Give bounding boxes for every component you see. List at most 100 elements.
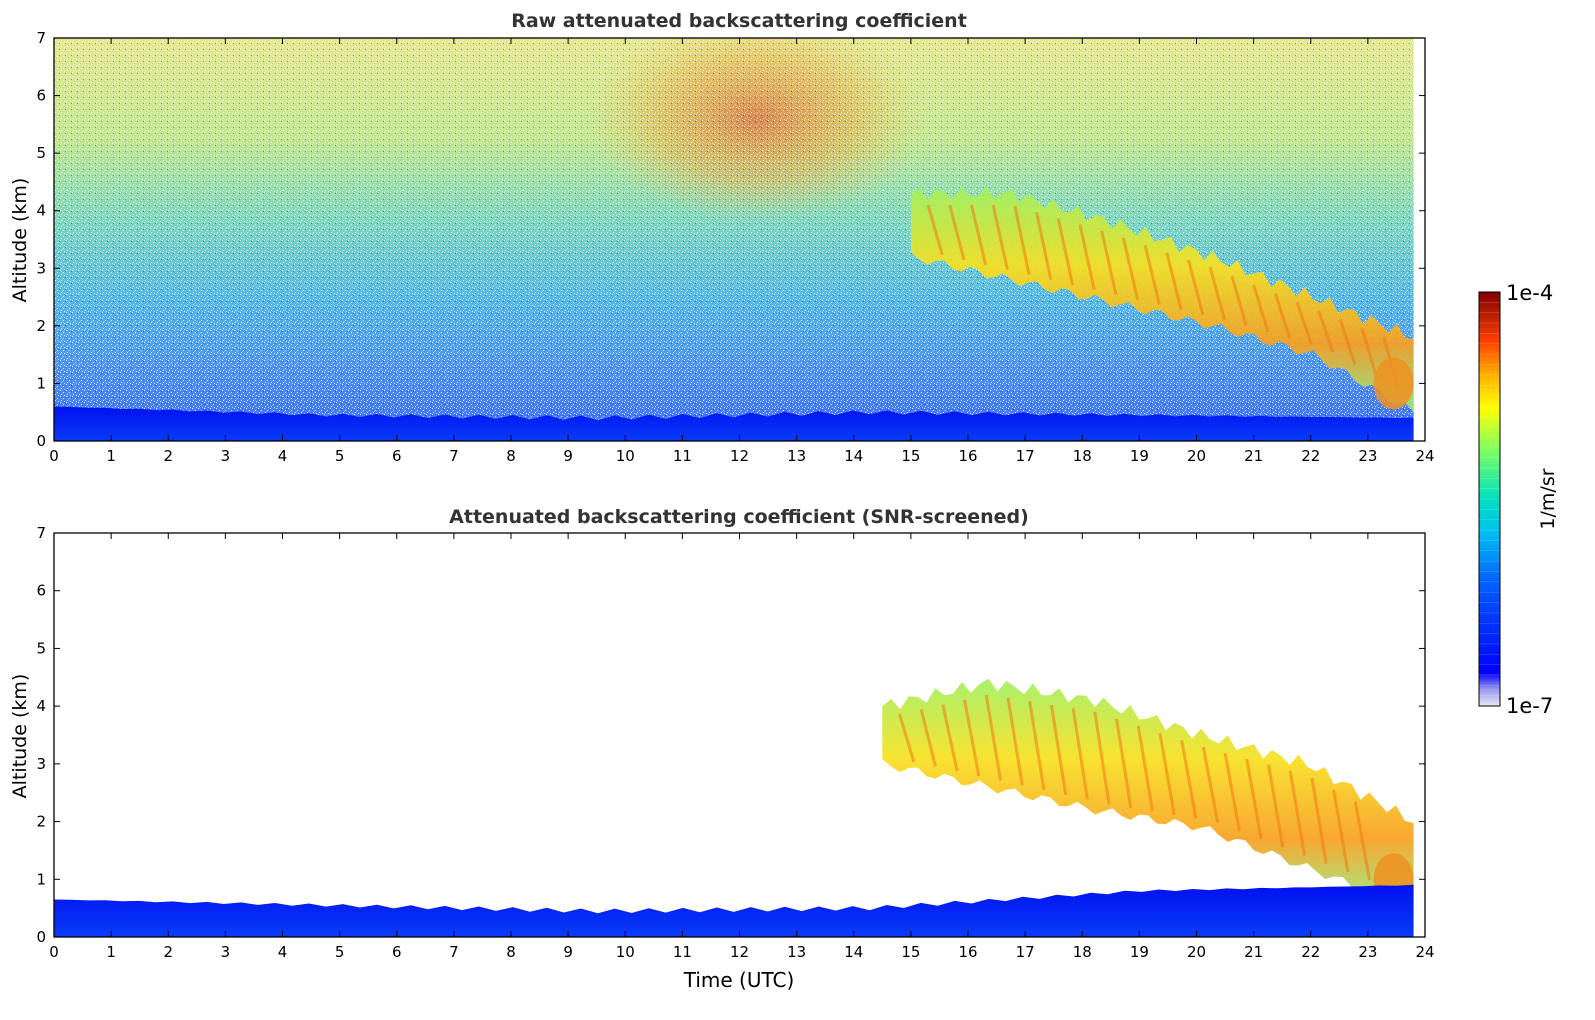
layer-streak — [984, 694, 1003, 781]
layer-streak — [1158, 732, 1176, 816]
y-tick-label: 5 — [36, 639, 46, 657]
bottom-plot-frame — [53, 532, 1426, 938]
layer-streak — [1165, 252, 1183, 310]
layer-streak — [926, 204, 944, 256]
x-tick-label: 22 — [1301, 943, 1320, 961]
x-tick-label: 15 — [901, 943, 920, 961]
layer-streak — [969, 204, 988, 266]
layer-streak — [941, 704, 959, 772]
layer-streak — [1056, 218, 1075, 286]
x-tick-label: 8 — [506, 447, 516, 465]
top-y-axis-label: Altitude (km) — [9, 178, 31, 303]
x-tick-label: 10 — [616, 943, 635, 961]
x-tick-label: 9 — [563, 447, 573, 465]
layer-streak — [1266, 764, 1285, 848]
y-tick-label: 1 — [36, 374, 46, 392]
colorbar-max-label: 1e-4 — [1506, 281, 1553, 305]
y-tick-label: 0 — [36, 928, 46, 946]
y-tick-label: 6 — [36, 582, 46, 600]
layer-streak — [991, 204, 1009, 271]
x-tick-label: 11 — [673, 447, 692, 465]
y-tick-label: 7 — [36, 29, 46, 47]
layer-streak — [1115, 718, 1133, 809]
x-tick-label: 7 — [449, 943, 459, 961]
x-tick-label: 4 — [278, 447, 288, 465]
x-tick-label: 6 — [392, 943, 402, 961]
y-tick-label: 3 — [36, 755, 46, 773]
layer-streak — [1143, 244, 1161, 306]
x-tick-label: 13 — [787, 943, 806, 961]
x-tick-label: 13 — [787, 447, 806, 465]
y-tick-label: 4 — [36, 697, 46, 715]
layer-streak — [1310, 777, 1328, 864]
layer-streak — [1136, 725, 1154, 812]
x-tick-label: 10 — [616, 447, 635, 465]
x-tick-label: 17 — [1016, 943, 1035, 961]
layer-streak — [1223, 752, 1241, 831]
layer-streak — [1093, 711, 1111, 805]
layer-streak — [1049, 704, 1068, 796]
layer-streak — [1360, 327, 1378, 378]
x-tick-label: 18 — [1073, 447, 1092, 465]
x-tick-label: 5 — [335, 447, 345, 465]
x-tick-label: 16 — [958, 447, 977, 465]
boundary-layer — [54, 884, 1414, 937]
layer-streak — [1273, 293, 1292, 339]
x-tick-label: 19 — [1130, 447, 1149, 465]
bottom-plot-area — [54, 678, 1414, 937]
boundary-layer — [54, 406, 1414, 441]
x-tick-label: 22 — [1301, 447, 1320, 465]
descending-layer — [910, 186, 1414, 412]
x-tick-label: 5 — [335, 943, 345, 961]
x-tick-label: 24 — [1415, 447, 1434, 465]
x-tick-label: 19 — [1130, 943, 1149, 961]
top-chart-title: Raw attenuated backscattering coefficien… — [511, 10, 967, 32]
layer-streak — [963, 699, 981, 777]
x-tick-label: 11 — [673, 943, 692, 961]
layer-streak — [1353, 801, 1372, 881]
x-tick-label: 17 — [1016, 447, 1035, 465]
x-tick-label: 2 — [163, 447, 173, 465]
x-tick-label: 12 — [730, 447, 749, 465]
x-tick-label: 3 — [221, 943, 231, 961]
layer-streak — [1006, 697, 1024, 786]
bottom-chart-title: Attenuated backscattering coefficient (S… — [449, 506, 1029, 528]
x-tick-label: 0 — [49, 447, 59, 465]
x-tick-label: 18 — [1073, 943, 1092, 961]
x-tick-label: 4 — [278, 943, 288, 961]
y-tick-label: 7 — [36, 524, 46, 542]
y-tick-label: 3 — [36, 259, 46, 277]
bottom-y-axis-label: Altitude (km) — [9, 674, 31, 799]
x-tick-label: 2 — [163, 943, 173, 961]
x-tick-label: 8 — [506, 943, 516, 961]
x-tick-label: 6 — [392, 447, 402, 465]
y-tick-label: 2 — [36, 813, 46, 831]
x-tick-label: 1 — [106, 943, 116, 961]
layer-core — [1373, 357, 1414, 410]
layer-streak — [898, 713, 916, 763]
top-plot-area — [54, 38, 1414, 441]
layer-streak — [948, 204, 966, 261]
layer-streak — [1339, 319, 1357, 366]
layer-streak — [1028, 701, 1046, 791]
noise-texture — [54, 38, 1414, 441]
layer-streak — [1180, 739, 1198, 819]
x-tick-label: 23 — [1358, 943, 1377, 961]
bottom-x-axis-label: Time (UTC) — [683, 968, 795, 992]
layer-streak — [1121, 237, 1140, 301]
layer-streak — [1100, 230, 1118, 296]
layer-streak — [1035, 211, 1053, 281]
x-tick-label: 1 — [106, 447, 116, 465]
layer-streak — [1078, 224, 1096, 291]
x-tick-label: 20 — [1187, 447, 1206, 465]
y-tick-label: 5 — [36, 144, 46, 162]
x-tick-label: 23 — [1358, 447, 1377, 465]
x-tick-label: 7 — [449, 447, 459, 465]
layer-streak — [1201, 746, 1220, 823]
y-tick-label: 4 — [36, 202, 46, 220]
x-tick-label: 16 — [958, 943, 977, 961]
x-tick-label: 14 — [844, 943, 863, 961]
x-tick-label: 14 — [844, 447, 863, 465]
layer-streak — [1071, 708, 1089, 800]
